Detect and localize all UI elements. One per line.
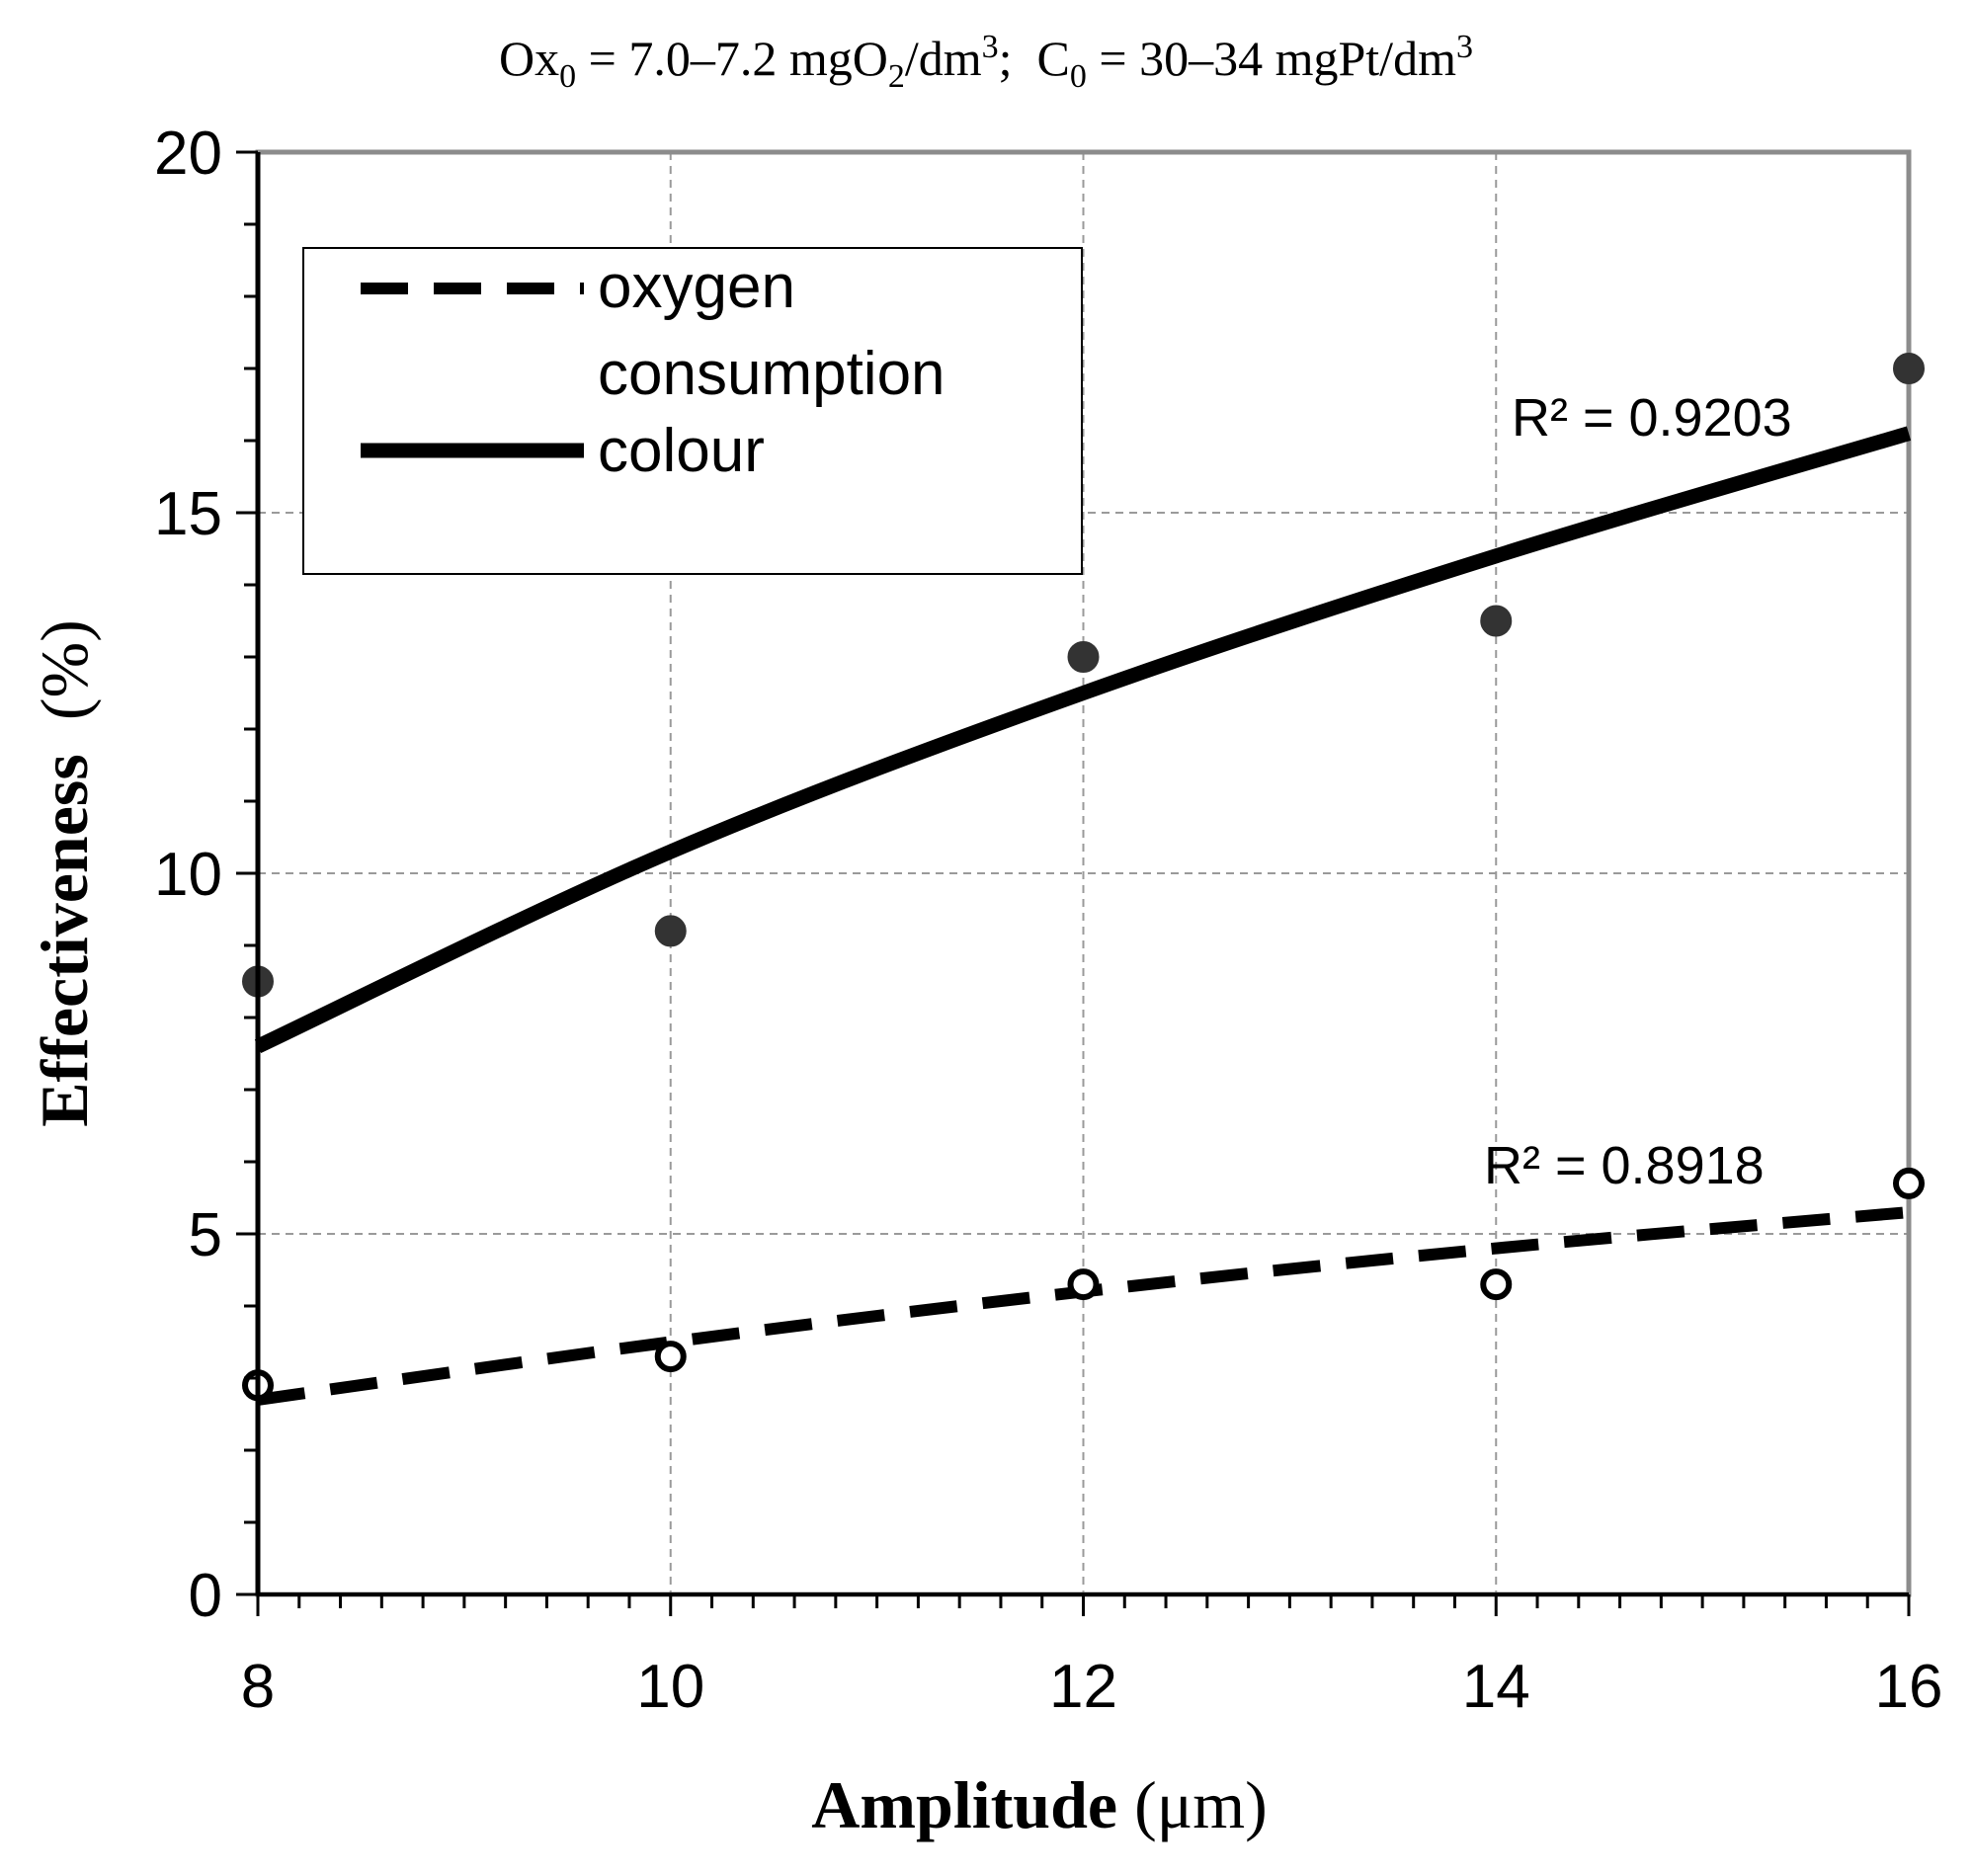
legend-oxygen-label-line1: oxygen <box>598 253 795 321</box>
x-axis-title-main: Amplitude <box>811 1767 1117 1842</box>
title-separator: ; <box>999 31 1037 86</box>
legend-colour-label: colour <box>598 417 765 485</box>
title-c-subscript: 0 <box>1070 58 1087 95</box>
colour-r2-label: R² = 0.9203 <box>1512 388 1792 448</box>
title-c-value: = 30‒34 mgPt/dm <box>1087 31 1456 86</box>
legend-box <box>302 247 1083 575</box>
tick-labels: 8 10 12 14 16 0 5 10 15 20 <box>154 120 1942 1721</box>
title-ox-subscript: 0 <box>559 58 576 95</box>
y-tick-label-15: 15 <box>154 480 222 548</box>
x-tick-label-8: 8 <box>241 1653 275 1721</box>
y-axis-title-unit: (%) <box>27 619 102 754</box>
y-tick-label-20: 20 <box>154 120 222 188</box>
y-tick-label-5: 5 <box>189 1201 222 1269</box>
x-axis-title: Amplitude (μm) <box>811 1767 1267 1842</box>
colour-point-10 <box>654 915 687 947</box>
chart-title: Ox0 = 7.0‒7.2 mgO2/dm3; C0 = 30‒34 mgPt/… <box>499 29 1473 95</box>
axis-ticks <box>236 150 1911 1616</box>
x-axis-title-unit: (μm) <box>1117 1767 1268 1842</box>
colour-point-12 <box>1067 641 1100 673</box>
colour-point-14 <box>1480 605 1513 637</box>
title-ox-value: = 7.0‒7.2 mgO <box>576 31 888 86</box>
x-tick-label-12: 12 <box>1049 1653 1117 1721</box>
y-tick-label-0: 0 <box>189 1562 222 1630</box>
data-points <box>242 353 1925 1402</box>
legend-oxygen-label-line2: consumption <box>598 340 945 408</box>
oxygen-point-16 <box>1893 1167 1925 1199</box>
title-c-superscript: 3 <box>1456 29 1473 65</box>
title-ox-superscript: 3 <box>982 29 999 65</box>
oxygen-point-10 <box>654 1341 687 1373</box>
oxygen-point-12 <box>1067 1268 1100 1301</box>
y-axis-title-main: Effectiveness <box>27 754 102 1127</box>
title-ox-label: Ox <box>499 31 559 86</box>
legend: oxygen consumption colour <box>302 247 1083 575</box>
y-tick-label-10: 10 <box>154 841 222 909</box>
oxygen-point-14 <box>1480 1268 1513 1301</box>
colour-trendline <box>254 426 1912 1053</box>
title-c-label: C <box>1037 31 1070 86</box>
x-tick-label-16: 16 <box>1875 1653 1943 1721</box>
x-tick-label-14: 14 <box>1462 1653 1530 1721</box>
title-o2-subscript: 2 <box>888 58 905 95</box>
oxygen-r2-label: R² = 0.8918 <box>1484 1136 1765 1195</box>
y-axis-title: Effectiveness (%) <box>27 619 102 1127</box>
x-tick-label-10: 10 <box>636 1653 704 1721</box>
title-ox-unit: /dm <box>905 31 982 86</box>
colour-point-16 <box>1893 353 1925 384</box>
